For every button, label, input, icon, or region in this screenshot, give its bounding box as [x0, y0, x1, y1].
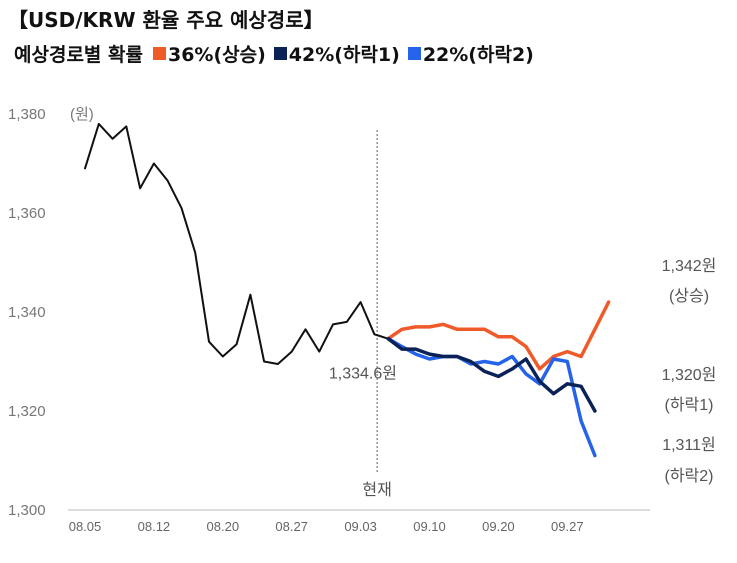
legend-item-down1: 42%(하락1)	[273, 40, 400, 67]
line-up	[386, 300, 611, 371]
line-down2	[386, 336, 597, 458]
series-lines	[84, 122, 611, 458]
x-tick-label: 09.03	[344, 519, 377, 534]
x-tick-label: 08.27	[275, 519, 308, 534]
legend-text-down2: 22%(하락2)	[422, 44, 534, 66]
y-tick-label: 1,300	[8, 502, 46, 519]
y-tick-label: 1,380	[8, 106, 46, 123]
y-tick-label: 1,340	[8, 304, 46, 321]
x-axis: 08.05 08.12 08.20 08.27 09.03 09.10 09.20 09.27	[69, 519, 584, 534]
x-tick-label: 09.27	[551, 519, 584, 534]
legend-swatch-up	[152, 47, 166, 60]
chart-title: 【USD/KRW 환율 주요 예상경로】	[8, 8, 324, 32]
line-history	[84, 122, 390, 365]
end-scenario-label: (상승)	[669, 287, 709, 305]
end-scenario-label: (하락1)	[665, 396, 714, 414]
legend-text-up: 36%(상승)	[167, 44, 266, 66]
x-tick-label: 08.12	[138, 519, 171, 534]
x-tick-label: 08.05	[69, 519, 102, 534]
end-value-label: 1,311원	[662, 436, 716, 454]
end-value-label: 1,342원	[662, 257, 717, 275]
legend-label: 예상경로별 확률	[14, 44, 143, 66]
x-tick-label: 09.10	[413, 519, 446, 534]
end-scenario-label: (하락2)	[665, 467, 714, 485]
current-value-label: 1,334.6원	[329, 365, 397, 383]
y-axis-label: (원)	[70, 106, 94, 123]
end-labels: 1,342원 (상승) 1,320원 (하락1) 1,311원 (하락2)	[662, 257, 717, 485]
y-tick-label: 1,320	[8, 403, 46, 420]
y-axis: 1,380 1,360 1,340 1,320 1,300	[8, 106, 46, 519]
legend-swatch-down2	[407, 47, 421, 60]
line-down1	[386, 336, 597, 413]
legend-item-up: 36%(상승)	[152, 40, 266, 67]
current-label: 현재	[362, 481, 391, 499]
y-tick-label: 1,360	[8, 205, 46, 222]
legend-swatch-down1	[273, 47, 287, 60]
end-value-label: 1,320원	[662, 366, 717, 384]
legend-text-down1: 42%(하락1)	[288, 44, 400, 66]
legend: 예상경로별 확률 36%(상승) 42%(하락1) 22%(하락2)	[14, 40, 542, 67]
x-tick-label: 08.20	[207, 519, 240, 534]
legend-item-down2: 22%(하락2)	[407, 40, 534, 67]
x-tick-label: 09.20	[482, 519, 515, 534]
